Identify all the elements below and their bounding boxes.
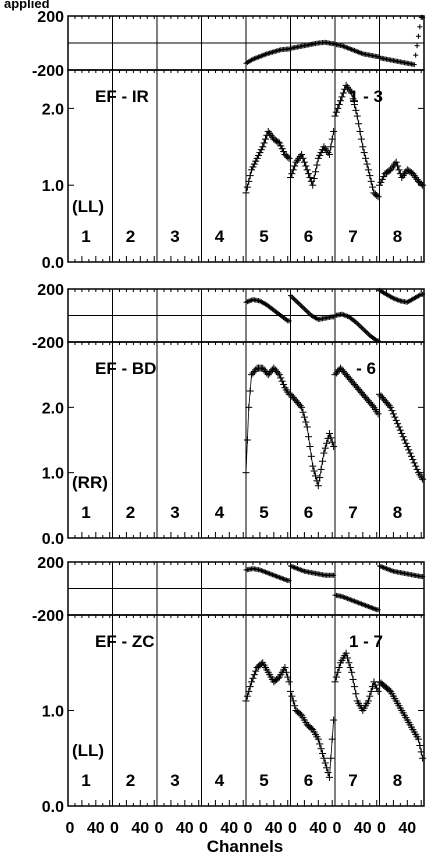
x-tick-label: 40 <box>131 820 149 837</box>
amp-series-window-5 <box>242 364 293 477</box>
polarization-label: (LL) <box>72 197 104 216</box>
phase-series-window-8 <box>377 287 426 305</box>
phase-series-window-6 <box>288 563 337 578</box>
phase-series-window-6 <box>288 293 337 322</box>
amp-tick-label: 1.0 <box>42 178 64 195</box>
amp-tick-label: 2.0 <box>42 400 64 417</box>
phase-series-window-7 <box>332 41 381 59</box>
window-number: 3 <box>170 771 179 790</box>
phase-series-window-7 <box>332 592 381 613</box>
phase-series-window-5 <box>243 46 292 66</box>
phase-series-window-5 <box>243 566 292 584</box>
x-tick-label: 40 <box>398 820 416 837</box>
phase-tick-label: 200 <box>37 282 64 299</box>
x-tick-label: 0 <box>377 820 386 837</box>
amp-series-window-6 <box>287 127 338 189</box>
window-number: 8 <box>393 771 402 790</box>
amp-tick-label: 0.0 <box>42 799 64 816</box>
window-number: 8 <box>393 227 402 246</box>
window-number: 3 <box>170 503 179 522</box>
amp-series-window-7 <box>331 81 382 201</box>
amp-series-window-8 <box>376 390 427 483</box>
amp-series-window-8 <box>376 158 427 189</box>
window-number: 2 <box>126 771 135 790</box>
baseline-title: EF - IR <box>95 87 149 106</box>
panels-group: 200 -200 2.0 1.0 0.0 EF - IR 1 - 3 (LL) 1 2 3 4 5 6 7 8… <box>32 9 427 816</box>
phase-tick-label: 200 <box>37 555 64 572</box>
window-number: 2 <box>126 503 135 522</box>
amp-trace <box>246 407 250 441</box>
baseline-title: EF - BD <box>95 359 156 378</box>
window-number: 7 <box>348 227 357 246</box>
phase-series-window-8 <box>377 563 426 580</box>
x-tick-label: 40 <box>309 820 327 837</box>
amp-tick-label: 0.0 <box>42 531 64 548</box>
x-tick-label: 40 <box>220 820 238 837</box>
amp-tick-label: 1.0 <box>42 704 64 721</box>
baseline-annotation: 1 - 7 <box>349 632 383 651</box>
phase-tick-label: -200 <box>32 335 64 352</box>
window-number: 1 <box>81 503 90 522</box>
baseline-annotation: 1 - 3 <box>349 87 383 106</box>
phase-series-window-7 <box>332 311 381 344</box>
amp-tick-label: 2.0 <box>42 101 64 118</box>
panel-1: 200 -200 2.0 1.0 0.0 EF - IR 1 - 3 (LL) 1 2 3 4 5 6 7 8 <box>32 9 427 272</box>
x-tick-label: 40 <box>354 820 372 837</box>
panel-3: 200 -200 1.0 0.0 EF - ZC 1 - 7 (LL) 1 2 3 4 5 6 7 8 <box>32 555 427 816</box>
amp-series-window-6 <box>287 687 338 781</box>
window-number: 4 <box>215 771 225 790</box>
phase-tick-label: -200 <box>32 608 64 625</box>
phase-series-window-6 <box>288 39 337 51</box>
amp-series-window-5 <box>242 127 293 197</box>
panel-2: 200 -200 2.0 1.0 0.0 EF - BD - 6 (RR) 1 2 3 4 5 6 7 8 <box>32 282 427 548</box>
phase-series-window-5 <box>243 297 292 324</box>
amp-series-window-7 <box>331 364 382 418</box>
window-number: 6 <box>304 227 313 246</box>
amp-series-window-8 <box>376 678 427 762</box>
phase-tick-label: 200 <box>37 9 64 26</box>
window-number: 4 <box>215 503 225 522</box>
x-tick-label: 0 <box>155 820 164 837</box>
x-axis-label: Channels <box>207 837 284 856</box>
window-number: 3 <box>170 227 179 246</box>
x-tick-label: 0 <box>66 820 75 837</box>
x-tick-label: 0 <box>333 820 342 837</box>
amp-series-window-7 <box>331 649 382 714</box>
x-tick-label: 40 <box>265 820 283 837</box>
window-number: 1 <box>81 771 90 790</box>
phase-series-window-8 <box>377 14 426 68</box>
window-number: 5 <box>259 227 268 246</box>
window-number: 2 <box>126 227 135 246</box>
window-number: 5 <box>259 771 268 790</box>
baseline-annotation: - 6 <box>356 359 376 378</box>
amp-tick-label: 0.0 <box>42 255 64 272</box>
amp-series-window-5 <box>242 659 293 705</box>
x-tick-label: 40 <box>87 820 105 837</box>
window-number: 7 <box>348 503 357 522</box>
amp-trace <box>245 439 248 473</box>
window-number: 7 <box>348 771 357 790</box>
x-tick-label: 0 <box>288 820 297 837</box>
header-title-fragment: applied <box>4 0 50 11</box>
window-number: 5 <box>259 503 268 522</box>
x-tick-label: 0 <box>110 820 119 837</box>
x-tick-label: 0 <box>199 820 208 837</box>
x-tick-label: 40 <box>176 820 194 837</box>
baseline-title: EF - ZC <box>95 632 155 651</box>
x-tick-label: 0 <box>244 820 253 837</box>
window-number: 6 <box>304 771 313 790</box>
window-number: 8 <box>393 503 402 522</box>
amp-series-window-6 <box>287 390 338 490</box>
polarization-label: (RR) <box>72 473 108 492</box>
phase-tick-label: -200 <box>32 63 64 80</box>
amp-tick-label: 1.0 <box>42 466 64 483</box>
window-number: 6 <box>304 503 313 522</box>
polarization-label: (LL) <box>72 741 104 760</box>
window-number: 4 <box>215 227 225 246</box>
x-axis-group: 0 40 0 40 0 40 0 40 0 40 0 40 0 40 0 40 <box>66 820 417 837</box>
window-number: 1 <box>81 227 90 246</box>
